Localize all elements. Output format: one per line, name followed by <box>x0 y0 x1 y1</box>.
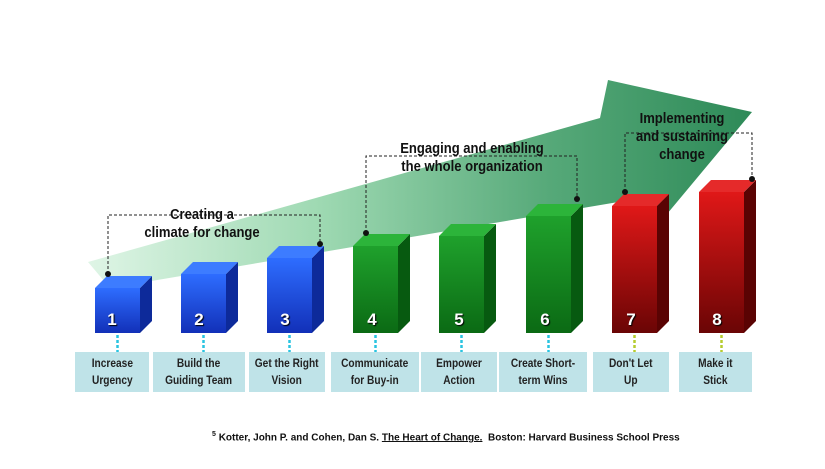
step-label-4: Communicate for Buy-in <box>331 352 419 392</box>
step-number-3: 3 <box>280 310 290 329</box>
step-bar-2 <box>181 262 238 333</box>
footnote-title: The Heart of Change. <box>381 432 483 444</box>
step-number-5: 5 <box>454 310 464 329</box>
group-label-climate: Creating a climate for change <box>130 206 274 242</box>
step-bar-6 <box>526 204 583 333</box>
step-bar-5 <box>439 224 496 333</box>
footnote-authors: Kotter, John P. and Cohen, Dan S. <box>218 432 380 444</box>
group-label-implementing: Implementing and sustaining change <box>619 110 745 164</box>
step-bar-1 <box>95 276 152 333</box>
step-label-7: Don't Let Up <box>593 352 669 392</box>
step-label-5: Empower Action <box>421 352 497 392</box>
step-bar-3 <box>267 246 324 333</box>
group-label-line: and sustaining <box>635 129 729 145</box>
step-number-6: 6 <box>540 310 550 329</box>
group-label-line: change <box>659 147 705 163</box>
step-number-7: 7 <box>626 310 636 329</box>
group-bracket-3 <box>622 132 755 195</box>
footnote-publisher: Boston: Harvard Business School Press <box>488 432 680 444</box>
step-label-2: Build the Guiding Team <box>153 352 245 392</box>
group-label-line: Engaging and enabling <box>400 141 544 157</box>
progress-arrow <box>88 80 752 288</box>
step-label-3: Get the Right Vision <box>249 352 325 392</box>
step-label-8: Make it Stick <box>679 352 752 392</box>
group-label-engaging: Engaging and enabling the whole organiza… <box>382 140 562 176</box>
step-number-1: 1 <box>107 310 117 329</box>
group-label-line: climate for change <box>144 225 260 241</box>
step-bar-4 <box>353 234 410 333</box>
group-bracket-1 <box>105 214 323 277</box>
step-label-6: Create Short-term Wins <box>499 352 587 392</box>
step-bar-8 <box>699 180 756 333</box>
group-label-line: Implementing <box>639 111 725 127</box>
step-label-1: Increase Urgency <box>75 352 149 392</box>
footnote-number: 5 <box>212 431 216 438</box>
group-label-line: Creating a <box>170 207 234 223</box>
group-label-line: the whole organization <box>401 159 543 175</box>
step-bar-7 <box>612 194 669 333</box>
step-number-8: 8 <box>712 310 722 329</box>
citation-footnote: 5 Kotter, John P. and Cohen, Dan S. The … <box>212 431 680 443</box>
step-number-2: 2 <box>194 310 204 329</box>
group-bracket-2 <box>363 155 580 236</box>
step-number-4: 4 <box>367 310 377 329</box>
